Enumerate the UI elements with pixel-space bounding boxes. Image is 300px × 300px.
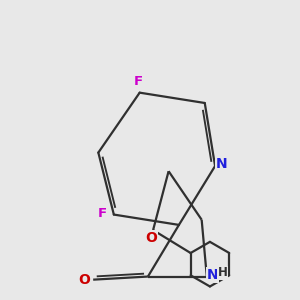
Text: N: N [207,268,218,282]
Text: H: H [218,266,228,279]
Text: O: O [146,231,158,245]
Text: N: N [216,158,228,172]
Text: O: O [79,273,90,287]
Text: F: F [98,206,106,220]
Text: F: F [134,75,143,88]
